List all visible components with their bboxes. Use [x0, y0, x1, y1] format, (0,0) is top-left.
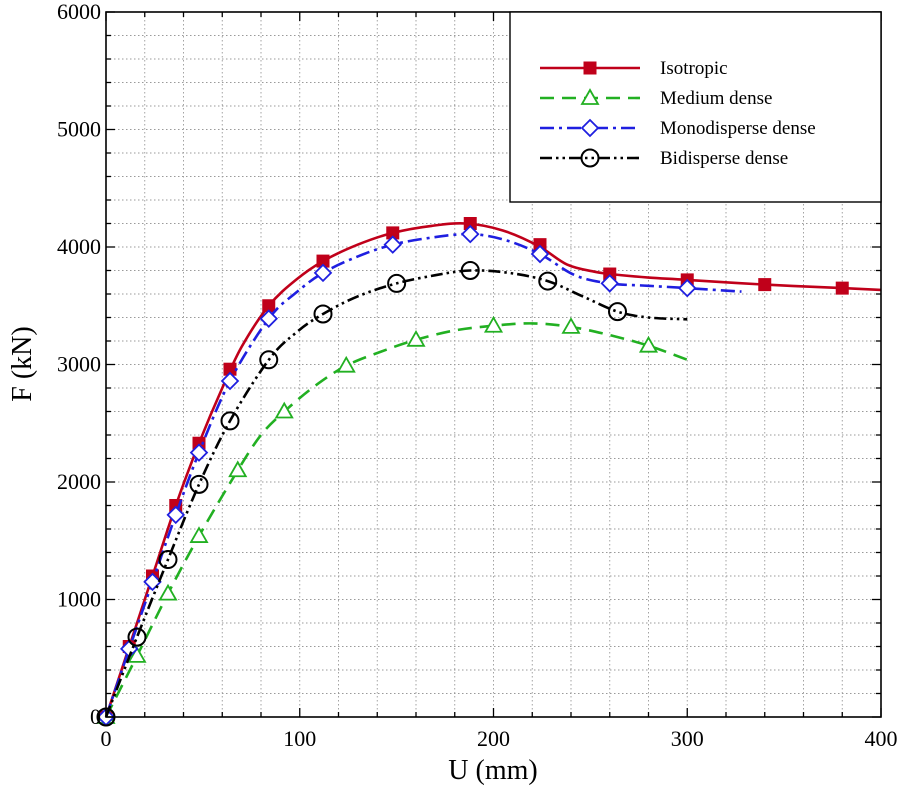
x-tick-label: 400 [865, 726, 898, 751]
monodisperse-dense-point [460, 224, 480, 244]
legend: Isotropic Medium dense Monodisperse dense B… [509, 11, 882, 203]
isotropic-line [104, 222, 882, 718]
legend-entry-bidisperse-dense: Bidisperse dense [540, 148, 788, 169]
bidisperse-dense-point [608, 302, 627, 322]
monodisperse-dense-point [189, 443, 209, 462]
medium-dense-point [336, 355, 356, 373]
y-axis-title: F (kN) [7, 326, 38, 401]
medium-dense-point [189, 526, 209, 543]
legend-label-bidisperse-dense: Bidisperse dense [660, 148, 788, 169]
y-tick-label: 1000 [57, 587, 101, 612]
bidisperse-dense-line [104, 269, 688, 718]
legend-marker-medium-dense [580, 88, 600, 105]
series-bidisperse-dense [96, 261, 688, 727]
legend-label-medium-dense: Medium dense [660, 88, 772, 109]
medium-dense-point [127, 646, 147, 663]
medium-dense-point [274, 401, 294, 419]
series-medium-dense [96, 315, 688, 724]
monodisperse-dense-point [383, 235, 403, 254]
legend-box [509, 11, 882, 203]
x-tick-label: 300 [671, 726, 704, 751]
bidisperse-dense-point [460, 261, 480, 280]
legend-marker-isotropic [583, 61, 597, 75]
legend-entry-monodisperse-dense: Monodisperse dense [540, 118, 816, 139]
x-tick-label: 0 [101, 726, 112, 751]
legend-marker-monodisperse-dense [580, 118, 600, 138]
y-tick-label: 3000 [57, 352, 101, 377]
isotropic-point [758, 278, 772, 292]
y-tick-label: 6000 [57, 0, 101, 24]
y-tick-label: 5000 [57, 117, 101, 142]
series-layer [96, 217, 882, 727]
bidisperse-dense-point [259, 350, 279, 370]
medium-dense-point [561, 317, 581, 334]
medium-dense-point [406, 330, 426, 347]
bidisperse-dense-point [313, 304, 333, 324]
bidisperse-dense-point [189, 474, 209, 494]
bidisperse-dense-point [387, 273, 407, 293]
legend-marker-bidisperse-dense [580, 148, 600, 168]
monodisperse-dense-point [259, 309, 279, 328]
monodisperse-dense-line [104, 232, 742, 718]
series-isotropic [99, 217, 882, 724]
monodisperse-dense-point [166, 505, 186, 525]
monodisperse-dense-point [530, 244, 550, 264]
x-axis-title: U (mm) [448, 755, 537, 786]
legend-entries: Isotropic Medium dense Monodisperse dense B… [540, 58, 816, 169]
bidisperse-dense-point [220, 411, 240, 431]
bidisperse-dense-point [538, 271, 558, 291]
y-tick-label: 0 [90, 704, 101, 729]
legend-entry-isotropic: Isotropic [540, 58, 728, 79]
legend-entry-medium-dense: Medium dense [540, 88, 772, 109]
bidisperse-dense-point [127, 627, 147, 647]
legend-label-monodisperse-dense: Monodisperse dense [660, 118, 816, 139]
medium-dense-point [638, 335, 659, 353]
medium-dense-point [158, 583, 178, 601]
isotropic-point [835, 281, 849, 295]
monodisperse-dense-point [600, 274, 620, 293]
legend-label-isotropic: Isotropic [660, 58, 728, 79]
series-monodisperse-dense [96, 224, 742, 727]
monodisperse-dense-point [313, 263, 333, 283]
x-tick-label: 100 [283, 726, 316, 751]
medium-dense-point [228, 460, 248, 478]
monodisperse-dense-point [220, 371, 240, 391]
y-tick-label: 2000 [57, 469, 101, 494]
bidisperse-dense-point [158, 550, 178, 570]
medium-dense-line [104, 322, 688, 718]
monodisperse-dense-point [677, 278, 697, 298]
x-tick-label: 200 [477, 726, 510, 751]
medium-dense-point [483, 315, 504, 333]
y-tick-label: 4000 [57, 234, 101, 259]
